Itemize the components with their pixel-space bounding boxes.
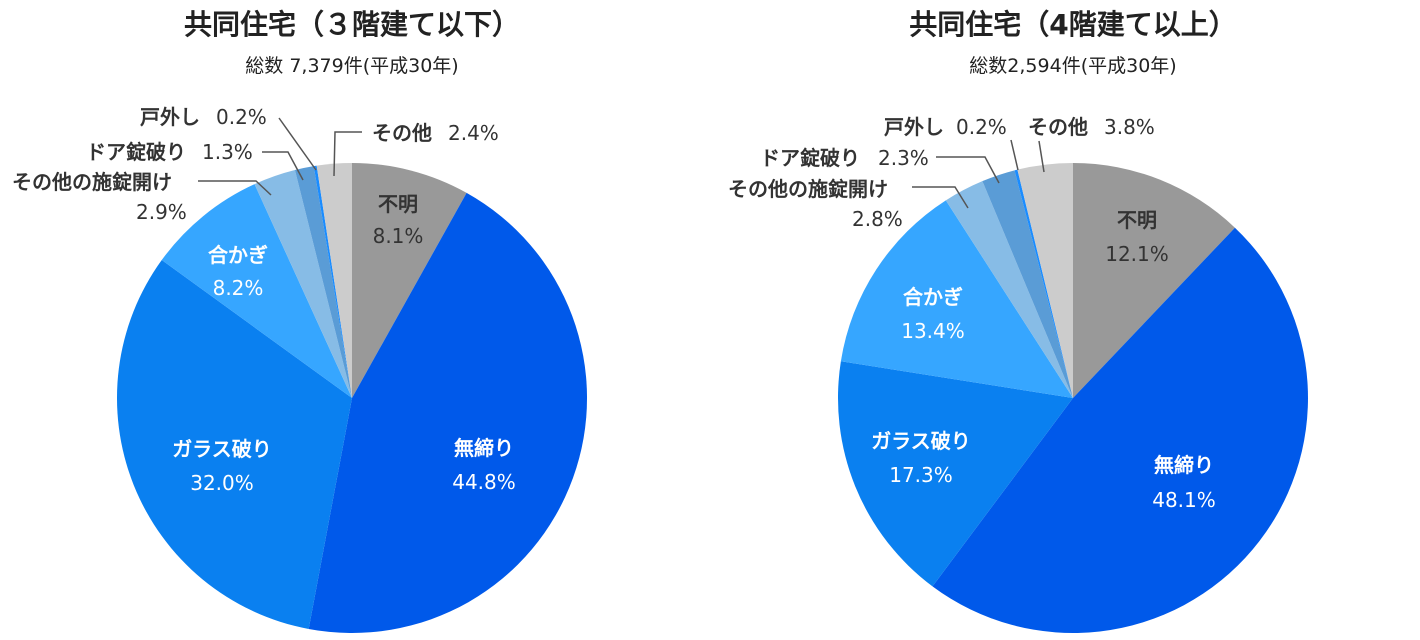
pie-chart-1: 共同住宅（３階建て以下） 総数 7,379件(平成30年) 不明 8.1% 無締… — [12, 8, 588, 634]
chart-1-value-unlocked: 44.8% — [452, 470, 516, 494]
chart-1-slice-unknown — [352, 163, 467, 398]
chart-1-slice-door-removal — [313, 165, 352, 398]
chart-2-leader-door-lock-break — [936, 156, 1000, 184]
chart-2-slice-unlocked — [932, 227, 1308, 633]
pie-chart-2: 共同住宅（4階建て以上） 総数2,594件(平成30年) 不明 12.1% 無締… — [728, 8, 1308, 633]
chart-1-label-door-removal: 戸外し — [140, 105, 200, 129]
chart-2-slice-duplicate-key — [840, 200, 1073, 398]
chart-2-label-other: その他 — [1028, 115, 1088, 139]
chart-2-title: 共同住宅（4階建て以上） — [909, 8, 1236, 41]
chart-2-label-door-removal: 戸外し — [884, 115, 944, 139]
chart-2-slice-glass — [837, 361, 1073, 587]
chart-1-subtitle: 総数 7,379件(平成30年) — [245, 55, 458, 77]
chart-2-leader-other-unlock — [912, 186, 969, 209]
chart-2-label-door-lock-break: ドア錠破り — [760, 146, 860, 170]
chart-2-value-other-unlock: 2.8% — [852, 207, 903, 231]
chart-2-value-duplicate-key: 13.4% — [901, 319, 965, 343]
chart-2-value-door-lock-break: 2.3% — [878, 146, 929, 170]
chart-2-value-unknown: 12.1% — [1105, 242, 1169, 266]
chart-1-label-unknown: 不明 — [378, 192, 418, 216]
chart-1-label-duplicate-key: 合かぎ — [208, 243, 268, 267]
chart-1-value-other-unlock: 2.9% — [136, 200, 187, 224]
chart-1-leader-other-unlock — [198, 180, 272, 196]
chart-1-slice-duplicate-key — [161, 184, 352, 398]
chart-1-value-door-removal: 0.2% — [216, 105, 267, 129]
chart-1-value-other: 2.4% — [448, 121, 499, 145]
chart-1-value-duplicate-key: 8.2% — [213, 276, 264, 300]
chart-2-label-unlocked: 無締り — [1154, 453, 1214, 477]
chart-2-slices — [837, 163, 1308, 633]
chart-2-label-other-unlock: その他の施錠開け — [728, 177, 888, 201]
chart-1-value-glass: 32.0% — [190, 471, 254, 495]
chart-1-value-door-lock-break: 1.3% — [202, 140, 253, 164]
chart-2-value-glass: 17.3% — [889, 463, 953, 487]
chart-2-value-unlocked: 48.1% — [1152, 488, 1216, 512]
chart-1-slice-other — [316, 163, 352, 398]
chart-2-slice-other-unlock — [945, 181, 1073, 398]
chart-1-label-other: その他 — [372, 121, 432, 145]
chart-2-leader-other — [1038, 140, 1045, 173]
chart-2-subtitle: 総数2,594件(平成30年) — [969, 55, 1176, 77]
chart-2-label-unknown: 不明 — [1117, 208, 1157, 232]
chart-1-leader-other — [333, 131, 362, 177]
chart-1-slice-glass — [116, 260, 352, 629]
chart-1-slice-unlocked — [308, 192, 588, 634]
chart-2-slice-door-removal — [1014, 169, 1073, 398]
chart-1-title: 共同住宅（３階建て以下） — [184, 8, 520, 41]
chart-1-slice-other-unlock — [254, 170, 352, 398]
chart-2-slice-unknown — [1073, 163, 1235, 398]
chart-1-label-door-lock-break: ドア錠破り — [86, 140, 186, 164]
chart-2-label-glass: ガラス破り — [871, 429, 971, 453]
chart-2-slice-door-lock-break — [982, 170, 1073, 398]
chart-2-slice-other — [1017, 163, 1073, 398]
chart-2-value-door-removal: 0.2% — [956, 115, 1007, 139]
chart-2-value-other: 3.8% — [1104, 115, 1155, 139]
chart-2-label-duplicate-key: 合かぎ — [903, 285, 963, 309]
chart-1-slice-door-lock-break — [294, 166, 352, 398]
chart-1-leader-door-lock-break — [262, 151, 304, 181]
chart-1-label-other-unlock: その他の施錠開け — [12, 170, 172, 194]
chart-1-label-unlocked: 無締り — [454, 436, 514, 460]
chart-1-label-glass: ガラス破り — [172, 437, 272, 461]
chart-2-leader-door-removal — [1010, 139, 1019, 171]
chart-1-value-unknown: 8.1% — [373, 224, 424, 248]
chart-1-leader-door-removal — [278, 117, 317, 171]
chart-1-slices — [116, 163, 588, 634]
